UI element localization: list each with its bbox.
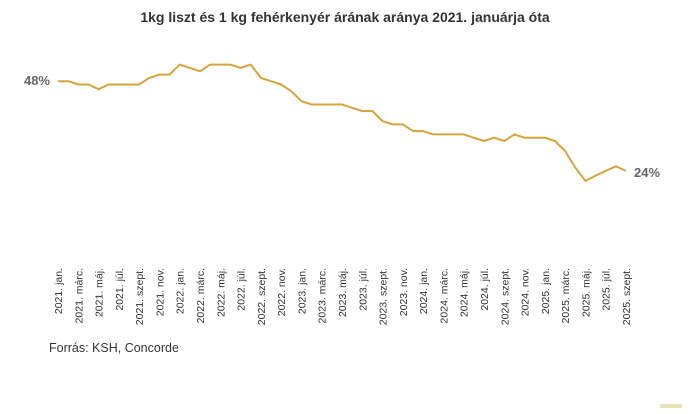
x-tick-label: 2025. júl.: [601, 268, 613, 311]
x-tick-label: 2024. szept.: [499, 268, 511, 325]
x-tick-label: 2025. márc.: [560, 268, 572, 323]
x-tick-label: 2021. máj.: [94, 268, 106, 317]
x-tick-label: 2022. jan.: [175, 268, 187, 314]
x-tick-label: 2021. márc.: [73, 268, 85, 323]
x-tick-label: 2021. nov.: [154, 268, 166, 316]
start-value-label: 48%: [24, 73, 50, 88]
x-tick-label: 2024. márc.: [438, 268, 450, 323]
x-tick-label: 2023. szept.: [378, 268, 390, 325]
x-tick-label: 2022. szept.: [256, 268, 268, 325]
x-tick-label: 2024. júl.: [479, 268, 491, 311]
x-tick-label: 2024. máj.: [459, 268, 471, 317]
x-tick-label: 2021. júl.: [114, 268, 126, 311]
series-line: [58, 63, 627, 182]
x-tick-label: 2021. szept.: [134, 268, 146, 325]
x-tick-label: 2023. nov.: [398, 268, 410, 316]
x-tick-label: 2025. szept.: [621, 268, 633, 325]
x-tick-label: 2025. jan.: [540, 268, 552, 314]
x-tick-label: 2023. jan.: [296, 268, 308, 314]
x-tick-label: 2022. nov.: [276, 268, 288, 316]
chart-title: 1kg liszt és 1 kg fehérkenyér árának ará…: [140, 9, 550, 25]
end-value-label: 24%: [634, 165, 660, 180]
x-tick-label: 2022. máj.: [215, 268, 227, 317]
source-note: Forrás: KSH, Concorde: [49, 341, 179, 355]
x-tick-label: 2023. máj.: [337, 268, 349, 317]
x-tick-label: 2025. máj.: [580, 268, 592, 317]
x-tick-label: 2022. júl.: [236, 268, 248, 311]
x-tick-label: 2024. jan.: [418, 268, 430, 314]
x-tick-label: 2023. márc.: [317, 268, 329, 323]
x-tick-label: 2024. nov.: [520, 268, 532, 316]
x-tick-label: 2023. júl.: [357, 268, 369, 311]
x-tick-label: 2022. márc.: [195, 268, 207, 323]
watermark-logo: [660, 404, 682, 408]
x-tick-label: 2021. jan.: [53, 268, 65, 314]
